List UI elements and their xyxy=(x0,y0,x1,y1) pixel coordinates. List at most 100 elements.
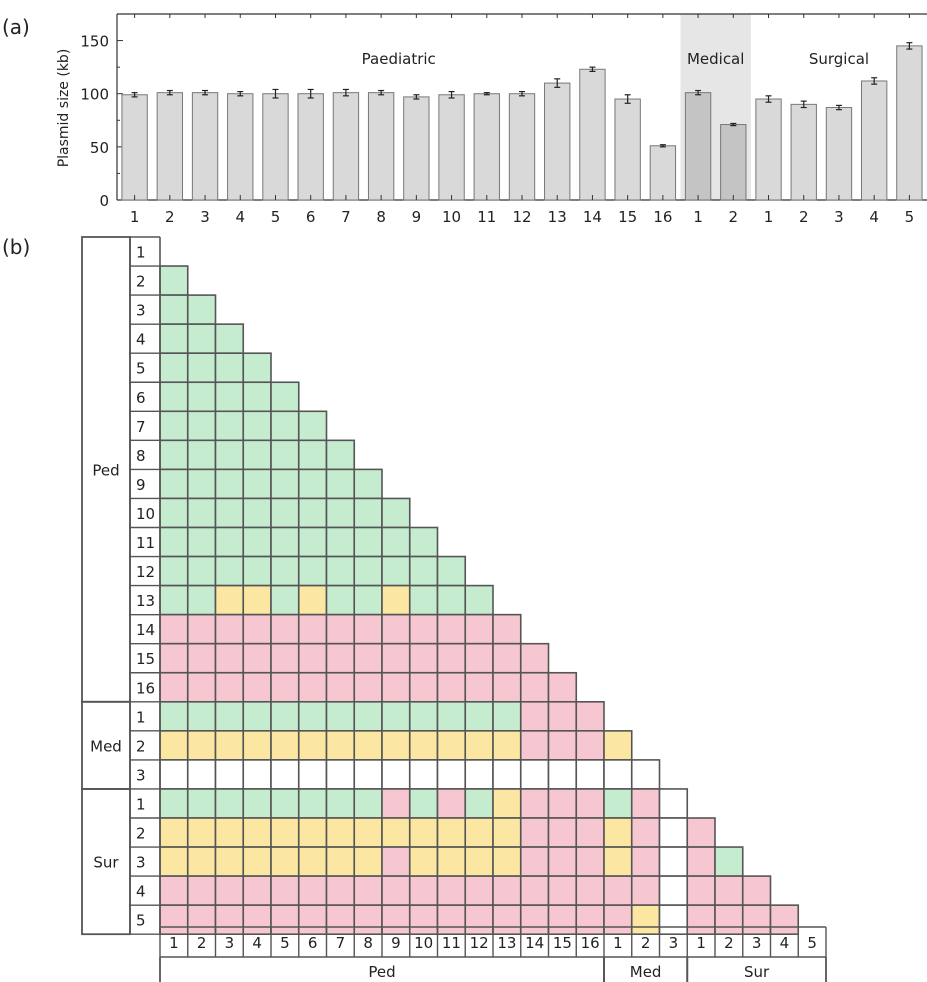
matrix-cell xyxy=(159,817,189,848)
matrix-cell xyxy=(492,875,522,906)
matrix-cell xyxy=(769,904,800,936)
col-label: 2 xyxy=(197,934,207,952)
panel-b-label: (b) xyxy=(2,235,30,259)
matrix-cell xyxy=(186,381,217,413)
matrix-cell xyxy=(242,817,272,848)
matrix-cell xyxy=(408,671,439,703)
matrix-cell xyxy=(575,904,605,936)
matrix-cell xyxy=(214,759,245,790)
col-group-box xyxy=(686,957,827,982)
panel-a-label: (a) xyxy=(2,15,30,39)
row-label: 3 xyxy=(136,766,146,784)
matrix-cell xyxy=(214,381,245,413)
matrix-cell xyxy=(242,352,272,384)
matrix-cell xyxy=(242,584,272,616)
col-label: 1 xyxy=(169,934,179,952)
col-label: 5 xyxy=(807,934,817,952)
bar xyxy=(438,94,465,201)
matrix-cell xyxy=(214,323,245,354)
matrix-cell xyxy=(325,700,356,732)
row-group-box xyxy=(81,788,131,936)
col-label: 14 xyxy=(525,934,544,952)
matrix-cell xyxy=(492,759,522,790)
matrix-cell xyxy=(381,613,411,645)
matrix-cell xyxy=(242,555,272,587)
matrix-cell xyxy=(297,759,328,790)
matrix-cell xyxy=(464,642,494,674)
matrix-cell xyxy=(270,875,300,906)
matrix-cell xyxy=(464,875,494,906)
matrix-cell xyxy=(159,671,189,703)
col-label: 1 xyxy=(696,934,706,952)
matrix-cell xyxy=(714,875,744,906)
matrix-cell xyxy=(270,846,300,877)
matrix-cell xyxy=(297,788,328,819)
matrix-cell xyxy=(159,555,189,587)
x-tick-label: 1 xyxy=(130,208,140,226)
matrix-cell xyxy=(186,875,217,906)
x-tick-label: 13 xyxy=(548,208,567,226)
matrix-cell xyxy=(186,642,217,674)
row-label: 4 xyxy=(136,883,146,901)
matrix-cell xyxy=(714,846,744,877)
col-label: 6 xyxy=(308,934,318,952)
matrix-cell xyxy=(159,613,189,645)
col-label: 13 xyxy=(497,934,516,952)
matrix-cell xyxy=(270,526,300,558)
matrix-cell xyxy=(519,875,550,906)
bar xyxy=(121,94,148,201)
matrix-cell xyxy=(603,846,633,877)
matrix-cell xyxy=(159,352,189,384)
bar xyxy=(896,45,923,201)
matrix-cell xyxy=(159,410,189,442)
matrix-cell xyxy=(159,875,189,906)
matrix-cell xyxy=(242,439,272,471)
matrix-cell xyxy=(242,613,272,645)
matrix-cell xyxy=(547,817,578,848)
matrix-cell xyxy=(436,584,467,616)
matrix-cell xyxy=(519,788,550,819)
matrix-cell xyxy=(186,497,217,529)
matrix-cell xyxy=(408,700,439,732)
matrix-cell xyxy=(214,700,245,732)
matrix-cell xyxy=(242,671,272,703)
matrix-cell xyxy=(214,642,245,674)
matrix-cell xyxy=(159,439,189,471)
matrix-cell xyxy=(214,613,245,645)
row-label: 8 xyxy=(136,447,146,465)
matrix-cell xyxy=(242,410,272,442)
matrix-cell xyxy=(464,788,494,819)
row-label: 3 xyxy=(136,854,146,872)
similarity-matrix: 1234567891011121314151612312345PedMedSur… xyxy=(81,236,827,982)
matrix-cell xyxy=(630,759,661,790)
matrix-cell xyxy=(186,323,217,354)
matrix-cell xyxy=(630,788,661,819)
matrix-cell xyxy=(492,642,522,674)
matrix-cell xyxy=(214,817,245,848)
matrix-cell xyxy=(325,526,356,558)
matrix-cell xyxy=(686,817,716,848)
matrix-cell xyxy=(547,788,578,819)
matrix-cell xyxy=(186,555,217,587)
group-label: Medical xyxy=(687,50,744,68)
col-label: 8 xyxy=(363,934,373,952)
matrix-cell xyxy=(325,730,356,761)
matrix-cell xyxy=(353,613,383,645)
matrix-cell xyxy=(297,642,328,674)
matrix-cell xyxy=(159,265,189,296)
row-label: 1 xyxy=(136,244,146,262)
bar xyxy=(790,103,817,201)
matrix-cell xyxy=(353,904,383,936)
row-label: 7 xyxy=(136,418,146,436)
matrix-cell xyxy=(408,904,439,936)
matrix-cell xyxy=(492,613,522,645)
matrix-cell xyxy=(159,700,189,732)
row-group-label: Ped xyxy=(92,461,119,479)
col-label: 7 xyxy=(336,934,346,952)
matrix-cell xyxy=(575,788,605,819)
matrix-cell xyxy=(353,700,383,732)
col-label: 4 xyxy=(780,934,790,952)
matrix-cell xyxy=(270,613,300,645)
matrix-cell xyxy=(242,700,272,732)
matrix-cell xyxy=(381,584,411,616)
